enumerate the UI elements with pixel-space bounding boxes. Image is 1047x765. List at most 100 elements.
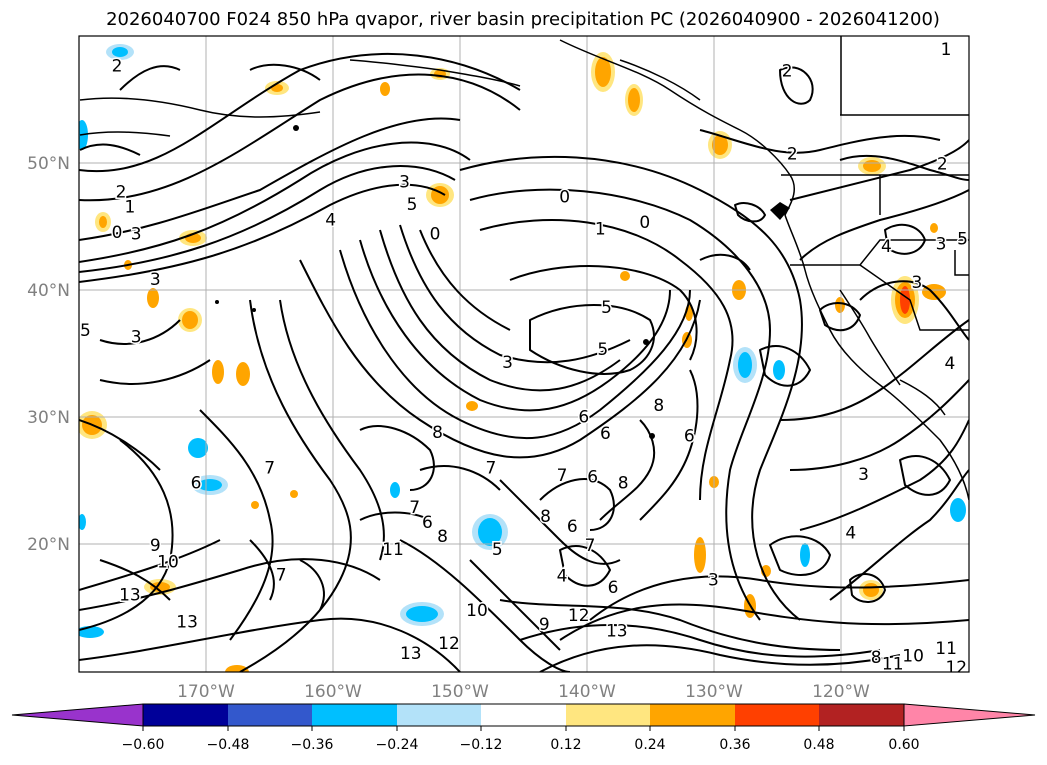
precip-shading [79,44,966,672]
contour-value-label: 4 [944,354,955,374]
contour-value-label: 4 [325,210,336,230]
contour-value-label: 3 [399,172,410,192]
lat-tick-label: 50°N [27,154,70,174]
contour-value-label: 7 [585,536,596,556]
colorbar-tick-label: 0.48 [803,737,834,753]
contour-value-label: 2 [937,155,948,175]
lon-tick-label: 140°W [558,682,616,702]
contour-value-label: 0 [639,213,650,233]
contour-value-label: 4 [845,523,856,543]
contour-value-label: 5 [957,230,968,250]
contour-value-label: 6 [422,513,433,533]
graticule [79,36,969,672]
contour-value-label: 13 [400,644,422,664]
contour-value-label: 4 [557,567,568,587]
contour-value-label: 7 [264,459,275,479]
contour-value-label: 7 [485,459,496,479]
map-background [79,36,969,672]
colorbar-bin [650,704,735,726]
contour-value-label: 8 [653,396,664,416]
contour-value-label: 12 [945,658,967,678]
colorbar-bin [735,704,819,726]
colorbar-frame [142,703,905,727]
contour-value-label: 3 [131,224,142,244]
colorbar-bin [312,704,397,726]
contour-value-label: 13 [119,586,141,606]
contour-value-label: 11 [382,540,404,560]
contour-value-label: 1 [595,219,606,239]
colorbar-tick-label: 0.12 [550,737,581,753]
contour-value-label: 1 [124,198,135,218]
contour-value-label: 6 [684,427,695,447]
contour-value-label: 8 [618,474,629,494]
colorbar-extend-high [903,703,1036,727]
contour-value-label: 6 [567,517,578,537]
contour-value-label: 5 [601,298,612,318]
lon-tick-label: 170°W [177,682,235,702]
colorbar-bin [566,704,650,726]
contour-value-label: 9 [539,615,550,635]
contour-value-label: 13 [606,621,628,641]
map-frame [78,35,970,673]
colorbar-tick-label: −0.36 [291,737,334,753]
contour-value-label: 6 [191,474,202,494]
contour-value-label: 7 [409,498,420,518]
colorbar-tick-label: −0.60 [122,737,165,753]
lon-tick-label: 150°W [431,682,489,702]
colorbar-bin [481,704,566,726]
colorbar-bin [397,704,481,726]
lat-tick-label: 40°N [27,281,70,301]
lon-tick-label: 160°W [304,682,362,702]
contour-value-label: 6 [600,424,611,444]
colorbar-tick-label: 0.60 [888,737,919,753]
qvapor-contours [79,52,969,672]
colorbar-tick-label: −0.24 [376,737,419,753]
contour-value-label: 12 [438,634,460,654]
lat-tick-label: 30°N [27,408,70,428]
colorbar-bin [819,704,904,726]
contour-value-label: 3 [150,270,161,290]
contour-value-label: 2 [112,57,123,77]
contour-value-label: 5 [492,540,503,560]
contour-value-label: 5 [597,340,608,360]
colorbar-tick-label: −0.12 [460,737,503,753]
contour-value-label: 6 [587,467,598,487]
contour-value-label: 10 [466,601,488,621]
contour-value-label: 13 [176,612,198,632]
contour-value-label: 11 [882,654,904,674]
colorbar-extend-low [11,703,144,727]
contour-value-label: 2 [787,144,798,164]
contour-value-label: 0 [430,224,441,244]
contour-value-label: 2 [116,183,127,203]
lon-tick-label: 130°W [685,682,743,702]
contour-value-label: 7 [557,466,568,486]
contour-value-label: 3 [911,273,922,293]
contour-value-label: 1 [941,40,952,60]
colorbar: −0.60 −0.48 −0.36 −0.24 −0.12 0.12 0.24 … [11,703,1036,753]
contour-value-label: 3 [858,465,869,485]
colorbar-bin [228,704,312,726]
contour-value-label: 6 [608,578,619,598]
contour-value-label: 5 [407,195,418,215]
contour-value-label: 8 [432,423,443,443]
contour-value-label: 3 [708,570,719,590]
contour-value-label: 8 [540,507,551,527]
contour-value-label: 6 [578,408,589,428]
colorbar-tick-label: 0.24 [634,737,665,753]
lon-tick-label: 120°W [812,682,870,702]
contour-value-label: 8 [871,648,882,668]
islands [215,125,790,439]
contour-value-label: 2 [782,62,793,82]
figure-title: 2026040700 F024 850 hPa qvapor, river ba… [106,9,940,30]
contour-value-label: 10 [902,647,924,667]
contour-value-label: 0 [112,223,123,243]
contour-value-label: 3 [131,328,142,348]
contour-value-label: 12 [568,606,590,626]
contour-value-label: 10 [157,553,179,573]
contour-value-label: 3 [936,235,947,255]
colorbar-tick-label: 0.36 [719,737,750,753]
contour-value-label: 3 [502,353,513,373]
contour-value-label: 11 [935,639,957,659]
